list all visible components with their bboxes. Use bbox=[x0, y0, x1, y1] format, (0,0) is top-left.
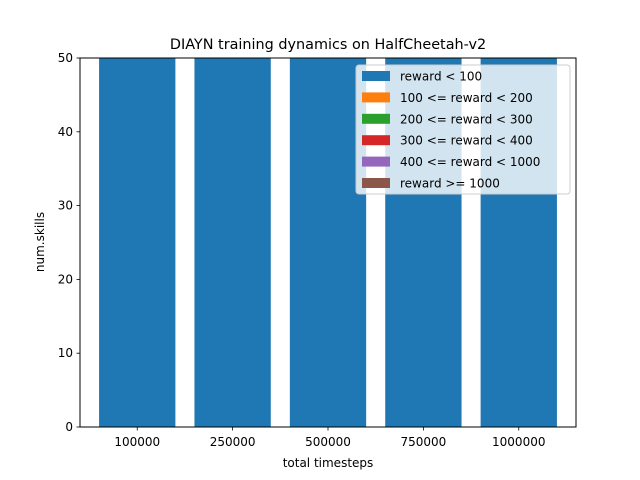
y-tick-label: 20 bbox=[58, 272, 73, 286]
legend: reward < 100 100 <= reward < 200 200 <= re… bbox=[355, 64, 571, 195]
x-axis-label: total timesteps bbox=[283, 456, 374, 470]
legend-swatch bbox=[362, 135, 390, 146]
legend-swatch bbox=[362, 113, 390, 124]
legend-swatch bbox=[362, 71, 390, 81]
y-tick-label: 0 bbox=[65, 420, 73, 434]
legend-label: 200 <= reward < 300 bbox=[400, 112, 533, 126]
y-tick-label: 30 bbox=[58, 199, 73, 213]
legend-label: reward < 100 bbox=[400, 70, 482, 84]
x-tick-label: 100000 bbox=[114, 435, 160, 449]
y-axis-label: num.skills bbox=[33, 212, 47, 272]
x-tick-label: 1000000 bbox=[492, 435, 545, 449]
legend-swatch bbox=[362, 178, 390, 188]
chart-title: DIAYN training dynamics on HalfCheetah-v… bbox=[170, 37, 486, 53]
bar-250000-series-0 bbox=[194, 58, 271, 427]
bar-500000-series-0 bbox=[289, 58, 367, 427]
x-axis: 100000 250000 500000 750000 1000000 bbox=[114, 427, 545, 449]
legend-box bbox=[355, 64, 571, 195]
legend-label: reward >= 1000 bbox=[400, 177, 500, 191]
legend-swatch bbox=[362, 92, 390, 103]
x-tick-label: 750000 bbox=[400, 435, 446, 449]
y-axis: 0 10 20 30 40 50 bbox=[58, 51, 80, 434]
legend-label: 300 <= reward < 400 bbox=[400, 134, 533, 148]
y-tick-label: 40 bbox=[58, 125, 73, 139]
legend-label: 100 <= reward < 200 bbox=[400, 91, 533, 105]
bar-100000-series-0 bbox=[99, 58, 176, 427]
x-tick-label: 500000 bbox=[305, 435, 351, 449]
legend-swatch bbox=[362, 156, 390, 167]
y-tick-label: 50 bbox=[58, 51, 73, 65]
y-tick-label: 10 bbox=[58, 346, 73, 360]
legend-label: 400 <= reward < 1000 bbox=[400, 155, 540, 169]
x-tick-label: 250000 bbox=[210, 435, 256, 449]
